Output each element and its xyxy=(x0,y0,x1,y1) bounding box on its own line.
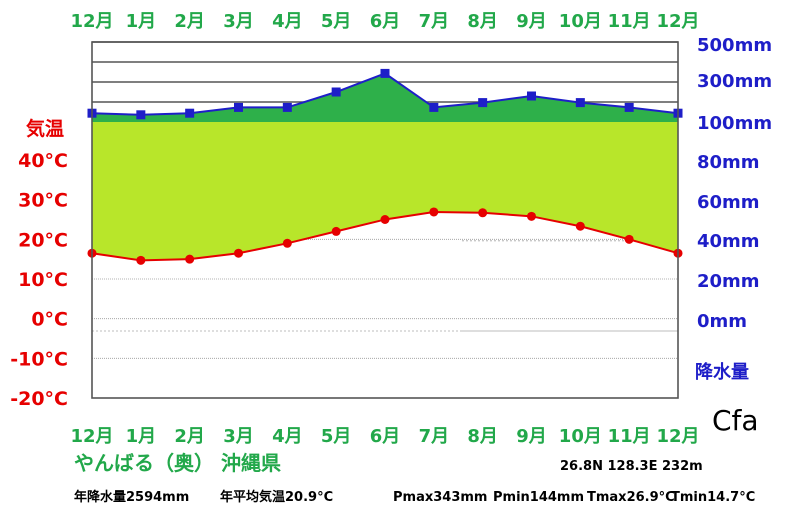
month-label-top-7: 7月 xyxy=(419,11,450,32)
temp-point-1 xyxy=(136,255,146,265)
precip-tick-2: 100mm xyxy=(697,113,772,134)
temp-tick-3: 10°C xyxy=(18,269,68,291)
precip-tick-4: 60mm xyxy=(697,192,760,213)
temp-tick-5: -10°C xyxy=(10,348,68,370)
precip-tick-1: 300mm xyxy=(697,71,772,92)
precip-dark-fill xyxy=(92,73,678,122)
precip-point-5 xyxy=(331,87,341,97)
pmin: Pmin144mm xyxy=(493,490,584,505)
precip-tick-3: 80mm xyxy=(697,152,760,173)
plot-frame xyxy=(91,41,679,399)
temperature-axis: 40°C 30°C 20°C 10°C 0°C -10°C -20°C xyxy=(10,150,68,410)
annual-mean-temp: 年平均気温20.9°C xyxy=(220,489,333,505)
precip-point-11 xyxy=(624,102,634,112)
month-label-bottom-10: 10月 xyxy=(559,426,602,447)
temp-point-3 xyxy=(234,248,243,258)
month-label-bottom-8: 8月 xyxy=(467,426,498,447)
precip-point-2 xyxy=(185,108,195,118)
temp-point-8 xyxy=(478,208,488,218)
precip-light-fill xyxy=(92,122,678,261)
temp-tick-0: 40°C xyxy=(18,150,68,172)
month-label-top-8: 8月 xyxy=(467,11,498,32)
station-coords: 26.8N 128.3E 232m xyxy=(560,459,703,474)
station-name: やんばる（奥） 沖縄県 xyxy=(74,451,281,475)
precip-tick-5: 40mm xyxy=(697,231,760,252)
temp-point-6 xyxy=(380,215,390,224)
tmax: Tmax26.9°C xyxy=(587,490,675,505)
month-label-bottom-5: 5月 xyxy=(321,426,352,447)
month-label-top-11: 11月 xyxy=(608,11,651,32)
precip-point-8 xyxy=(478,98,488,108)
annual-precip: 年降水量2594mm xyxy=(74,489,189,505)
month-label-top-3: 3月 xyxy=(223,11,254,32)
temperature-series xyxy=(87,207,683,265)
month-label-top-2: 2月 xyxy=(174,11,205,32)
temp-point-9 xyxy=(527,211,536,221)
month-label-top-10: 10月 xyxy=(559,11,602,32)
precipitation-axis: 500mm 300mm 100mm 80mm 60mm 40mm 20mm 0mm xyxy=(697,35,772,332)
temp-point-11 xyxy=(624,234,634,244)
month-labels-bottom: 12月 1月 2月 3月 4月 5月 6月 7月 8月 9月 10月 11月 12月 xyxy=(70,426,699,447)
temp-point-10 xyxy=(575,221,585,231)
temp-point-2 xyxy=(185,254,195,264)
temp-point-7 xyxy=(429,207,439,217)
month-label-bottom-2: 2月 xyxy=(174,426,205,447)
temp-tick-4: 0°C xyxy=(31,309,68,331)
month-label-top-6: 6月 xyxy=(370,11,401,32)
month-label-bottom-12: 12月 xyxy=(656,426,699,447)
month-label-bottom-1: 1月 xyxy=(126,426,157,447)
month-label-top-4: 4月 xyxy=(272,11,303,32)
precip-point-10 xyxy=(575,98,585,108)
precip-point-1 xyxy=(136,110,146,120)
precip-tick-7: 0mm xyxy=(697,311,747,332)
month-label-bottom-0: 12月 xyxy=(70,426,113,447)
precip-point-9 xyxy=(527,91,536,101)
precip-tick-6: 20mm xyxy=(697,271,760,292)
month-label-top-0: 12月 xyxy=(70,11,113,32)
temp-tick-2: 20°C xyxy=(18,229,68,251)
temp-point-4 xyxy=(282,238,292,248)
month-label-top-1: 1月 xyxy=(126,11,157,32)
precip-point-7 xyxy=(429,102,439,112)
month-label-bottom-3: 3月 xyxy=(223,426,254,447)
koppen-class: Cfa xyxy=(712,404,759,437)
month-label-bottom-6: 6月 xyxy=(370,426,401,447)
month-label-bottom-11: 11月 xyxy=(608,426,651,447)
month-label-bottom-7: 7月 xyxy=(419,426,450,447)
precip-tick-0: 500mm xyxy=(697,35,772,56)
month-label-top-9: 9月 xyxy=(516,11,547,32)
precipitation-axis-title: 降水量 xyxy=(695,361,749,383)
temp-tick-6: -20°C xyxy=(10,388,68,410)
month-label-top-5: 5月 xyxy=(321,11,352,32)
month-label-bottom-4: 4月 xyxy=(272,426,303,447)
temp-tick-1: 30°C xyxy=(18,190,68,212)
precip-point-6 xyxy=(380,68,390,78)
temp-point-5 xyxy=(331,226,341,236)
month-label-top-12: 12月 xyxy=(656,11,699,32)
month-labels-top: 12月 1月 2月 3月 4月 5月 6月 7月 8月 9月 10月 11月 12月 xyxy=(70,11,699,32)
temperature-axis-title: 気温 xyxy=(26,117,64,140)
precip-point-3 xyxy=(234,102,243,112)
tmin: Tmin14.7°C xyxy=(671,490,755,505)
precip-point-4 xyxy=(282,102,292,112)
month-label-bottom-9: 9月 xyxy=(516,426,547,447)
pmax: Pmax343mm xyxy=(393,490,487,505)
